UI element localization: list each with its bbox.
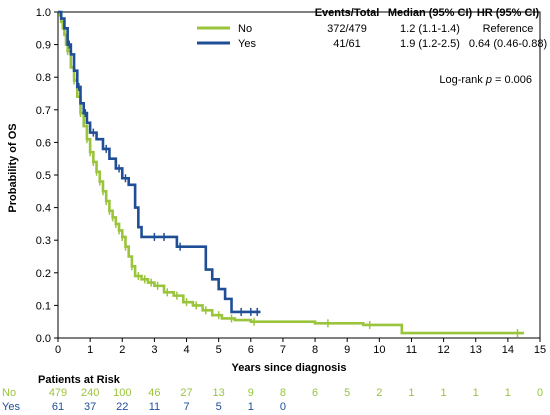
- legend-header-events: Events/Total: [315, 7, 380, 19]
- y-tick-label: 1.0: [36, 7, 51, 19]
- risk-count-yes: 61: [52, 401, 64, 413]
- risk-count-no: 100: [113, 387, 131, 399]
- x-tick-label: 11: [406, 344, 417, 356]
- plot-frame: [57, 11, 541, 339]
- x-tick-label: 0: [55, 344, 61, 356]
- y-tick-label: 0.6: [36, 137, 51, 149]
- y-tick-label: 0.3: [36, 235, 51, 247]
- risk-count-yes: 37: [84, 401, 96, 413]
- risk-count-no: 1: [505, 387, 511, 399]
- legend-series-no-hr: Reference: [483, 23, 534, 35]
- risk-count-no: 46: [148, 387, 160, 399]
- risk-count-no: 1: [408, 387, 414, 399]
- y-tick-label: 0.8: [36, 72, 51, 84]
- x-tick-label: 2: [119, 344, 125, 356]
- y-axis-title: Probability of OS: [7, 123, 19, 212]
- risk-count-yes: 22: [116, 401, 128, 413]
- risk-row-label-no: No: [2, 387, 16, 399]
- x-tick-label: 15: [534, 344, 546, 356]
- x-tick-label: 7: [280, 344, 286, 356]
- risk-count-no: 13: [213, 387, 225, 399]
- x-tick-label: 6: [248, 344, 254, 356]
- legend-header-median: Median (95% CI): [388, 7, 473, 19]
- legend-series-yes-name: Yes: [238, 38, 256, 50]
- legend-series-yes-median: 1.9 (1.2-2.5): [400, 38, 460, 50]
- legend-series-no-events: 372/479: [327, 23, 367, 35]
- risk-count-no: 5: [344, 387, 350, 399]
- legend-header-hr: HR (95% CI): [477, 7, 540, 19]
- x-tick-label: 9: [344, 344, 350, 356]
- risk-count-yes: 5: [216, 401, 222, 413]
- risk-count-yes: 0: [280, 401, 286, 413]
- risk-count-yes: 7: [183, 401, 189, 413]
- risk-count-no: 0: [537, 387, 543, 399]
- risk-table: Patients at Risk No 479 240 100 46 27 13 9 8 6 5 2 1…: [2, 374, 543, 413]
- km-curve-no: [58, 10, 524, 335]
- risk-count-no: 1: [473, 387, 479, 399]
- x-tick-label: 8: [312, 344, 318, 356]
- x-tick-label: 10: [373, 344, 385, 356]
- x-tick-label: 4: [183, 344, 189, 356]
- risk-count-no: 27: [180, 387, 192, 399]
- legend-series-no-name: No: [238, 23, 252, 35]
- y-tick-label: 0.4: [36, 203, 51, 215]
- x-tick-label: 1: [87, 344, 93, 356]
- km-curve-yes: [58, 10, 261, 314]
- chart-curves: [58, 10, 524, 338]
- x-tick-label: 14: [502, 344, 514, 356]
- risk-row-label-yes: Yes: [2, 401, 20, 413]
- x-tick-label: 12: [437, 344, 449, 356]
- risk-count-no: 8: [280, 387, 286, 399]
- chart-axes: 0 1 2 3 4 5 6 7 8 9 10 11 12 13 14 150.00.10.20.30.40.5…: [36, 7, 546, 356]
- chart-legend: Events/Total Median (95% CI) HR (95% CI)…: [197, 7, 547, 86]
- risk-count-yes: 11: [149, 401, 160, 413]
- legend-series-yes-events: 41/61: [333, 38, 361, 50]
- y-tick-label: 0.7: [36, 105, 51, 117]
- risk-count-no: 9: [248, 387, 254, 399]
- logrank-annotation: Log-rank p = 0.006: [439, 74, 532, 86]
- x-tick-label: 13: [470, 344, 482, 356]
- risk-count-no: 1: [441, 387, 447, 399]
- legend-series-no-median: 1.2 (1.1-1.4): [400, 23, 460, 35]
- risk-count-no: 479: [49, 387, 67, 399]
- legend-series-yes-hr: 0.64 (0.46-0.88): [469, 38, 547, 50]
- risk-count-no: 2: [376, 387, 382, 399]
- y-tick-label: 0.0: [36, 333, 51, 345]
- y-tick-label: 0.9: [36, 40, 51, 52]
- x-axis-title: Years since diagnosis: [232, 362, 347, 374]
- risk-count-no: 240: [81, 387, 99, 399]
- risk-table-title: Patients at Risk: [38, 374, 121, 386]
- x-tick-label: 5: [216, 344, 222, 356]
- y-tick-label: 0.2: [36, 268, 51, 280]
- risk-count-no: 6: [312, 387, 318, 399]
- risk-count-yes: 1: [248, 401, 254, 413]
- y-tick-label: 0.1: [36, 300, 51, 312]
- x-tick-label: 3: [151, 344, 157, 356]
- y-tick-label: 0.5: [36, 170, 51, 182]
